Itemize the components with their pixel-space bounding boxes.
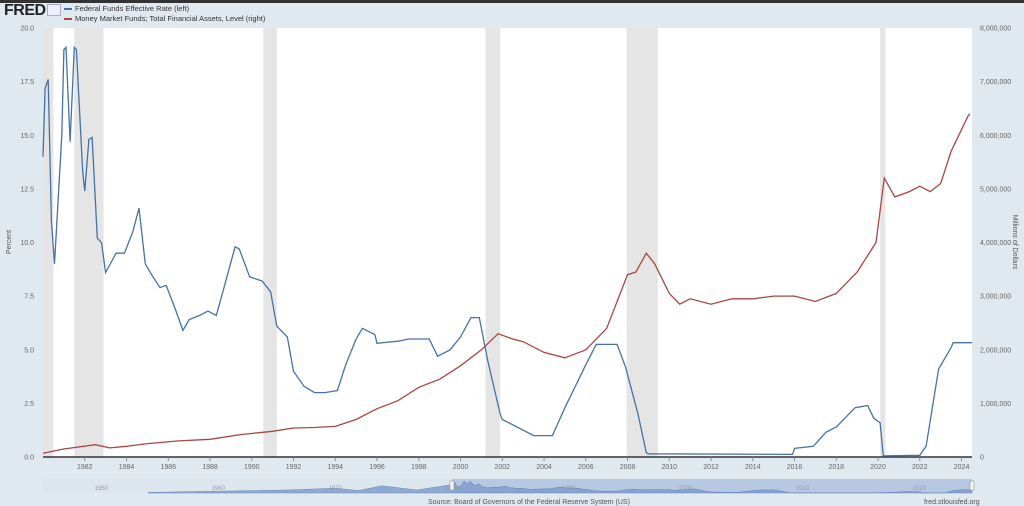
x-tick-label: 1994	[327, 464, 343, 471]
x-tick-label: 1982	[77, 464, 93, 471]
right-tick-label: 8,000,000	[980, 26, 1011, 33]
x-tick-label: 2016	[787, 464, 803, 471]
x-tick-label: 1988	[202, 464, 218, 471]
x-tick-label: 1986	[160, 464, 176, 471]
right-tick-label: 5,000,000	[980, 186, 1011, 193]
navigator-label: 2020	[913, 486, 927, 492]
x-tick-label: 1996	[369, 464, 385, 471]
right-tick-label: 1,000,000	[980, 401, 1011, 408]
right-tick-label: 4,000,000	[980, 240, 1011, 247]
x-tick-label: 2022	[912, 464, 928, 471]
left-tick-label: 15.0	[20, 133, 34, 140]
x-tick-label: 1998	[411, 464, 427, 471]
source-text: Source: Board of Governors of the Federa…	[428, 499, 630, 506]
left-tick-label: 10.0	[20, 240, 34, 247]
left-tick-label: 12.5	[20, 186, 34, 193]
navigator-label: 1990	[562, 486, 576, 492]
right-axis-title: Millions of Dollars	[1011, 215, 1018, 270]
chart-line-icon	[47, 4, 61, 16]
x-tick-label: 2020	[870, 464, 886, 471]
fred-logo[interactable]: FRED	[4, 2, 46, 19]
navigator-label: 2000	[679, 486, 693, 492]
left-tick-label: 7.5	[24, 294, 34, 301]
right-tick-label: 2,000,000	[980, 347, 1011, 354]
x-tick-label: 2018	[829, 464, 845, 471]
recession-band	[626, 28, 658, 457]
x-tick-label: 2010	[662, 464, 678, 471]
navigator-label: 2010	[796, 486, 810, 492]
plot-area	[43, 28, 972, 457]
navigator-series	[147, 481, 973, 494]
right-tick-label: 6,000,000	[980, 133, 1011, 140]
right-tick-label: 0	[980, 455, 984, 462]
x-tick-label: 1992	[286, 464, 302, 471]
x-tick-label: 2008	[620, 464, 636, 471]
left-tick-label: 20.0	[20, 26, 34, 33]
x-tick-label: 1990	[244, 464, 260, 471]
navigator-handle[interactable]	[449, 480, 455, 491]
money-market-line	[42, 113, 971, 454]
x-tick-label: 2024	[954, 464, 970, 471]
x-tick-label: 2000	[453, 464, 469, 471]
site-link[interactable]: fred.stlouisfed.org	[924, 499, 980, 506]
x-tick-label: 2012	[703, 464, 719, 471]
legend-swatch	[64, 7, 72, 10]
left-tick-label: 0.0	[24, 455, 34, 462]
x-tick-label: 2014	[745, 464, 761, 471]
recession-band	[485, 28, 501, 457]
x-tick-label: 1984	[119, 464, 135, 471]
right-tick-label: 3,000,000	[980, 294, 1011, 301]
legend-label: Federal Funds Effective Rate (left)	[75, 4, 190, 13]
left-tick-label: 17.5	[20, 79, 34, 86]
recession-band	[263, 28, 277, 457]
navigator-label: 1970	[328, 486, 342, 492]
left-tick-label: 5.0	[24, 347, 34, 354]
legend-item-fedfunds[interactable]: Federal Funds Effective Rate (left)	[64, 4, 189, 13]
recession-band	[880, 28, 886, 457]
recession-band	[43, 28, 54, 457]
left-axis-title: Percent	[6, 230, 13, 254]
navigator-label: 1950	[95, 486, 109, 492]
x-tick-label: 2004	[536, 464, 552, 471]
navigator-handle[interactable]	[969, 480, 975, 491]
legend-swatch	[64, 17, 72, 20]
x-tick-label: 2006	[578, 464, 594, 471]
right-tick-label: 7,000,000	[980, 79, 1011, 86]
left-tick-label: 2.5	[24, 401, 34, 408]
top-bar	[0, 0, 1024, 3]
legend-label: Money Market Funds; Total Financial Asse…	[75, 14, 266, 23]
navigator-label: 1960	[212, 486, 226, 492]
x-tick-label: 2002	[494, 464, 510, 471]
legend-item-mmf[interactable]: Money Market Funds; Total Financial Asse…	[64, 14, 265, 23]
fed-funds-line	[42, 45, 972, 457]
